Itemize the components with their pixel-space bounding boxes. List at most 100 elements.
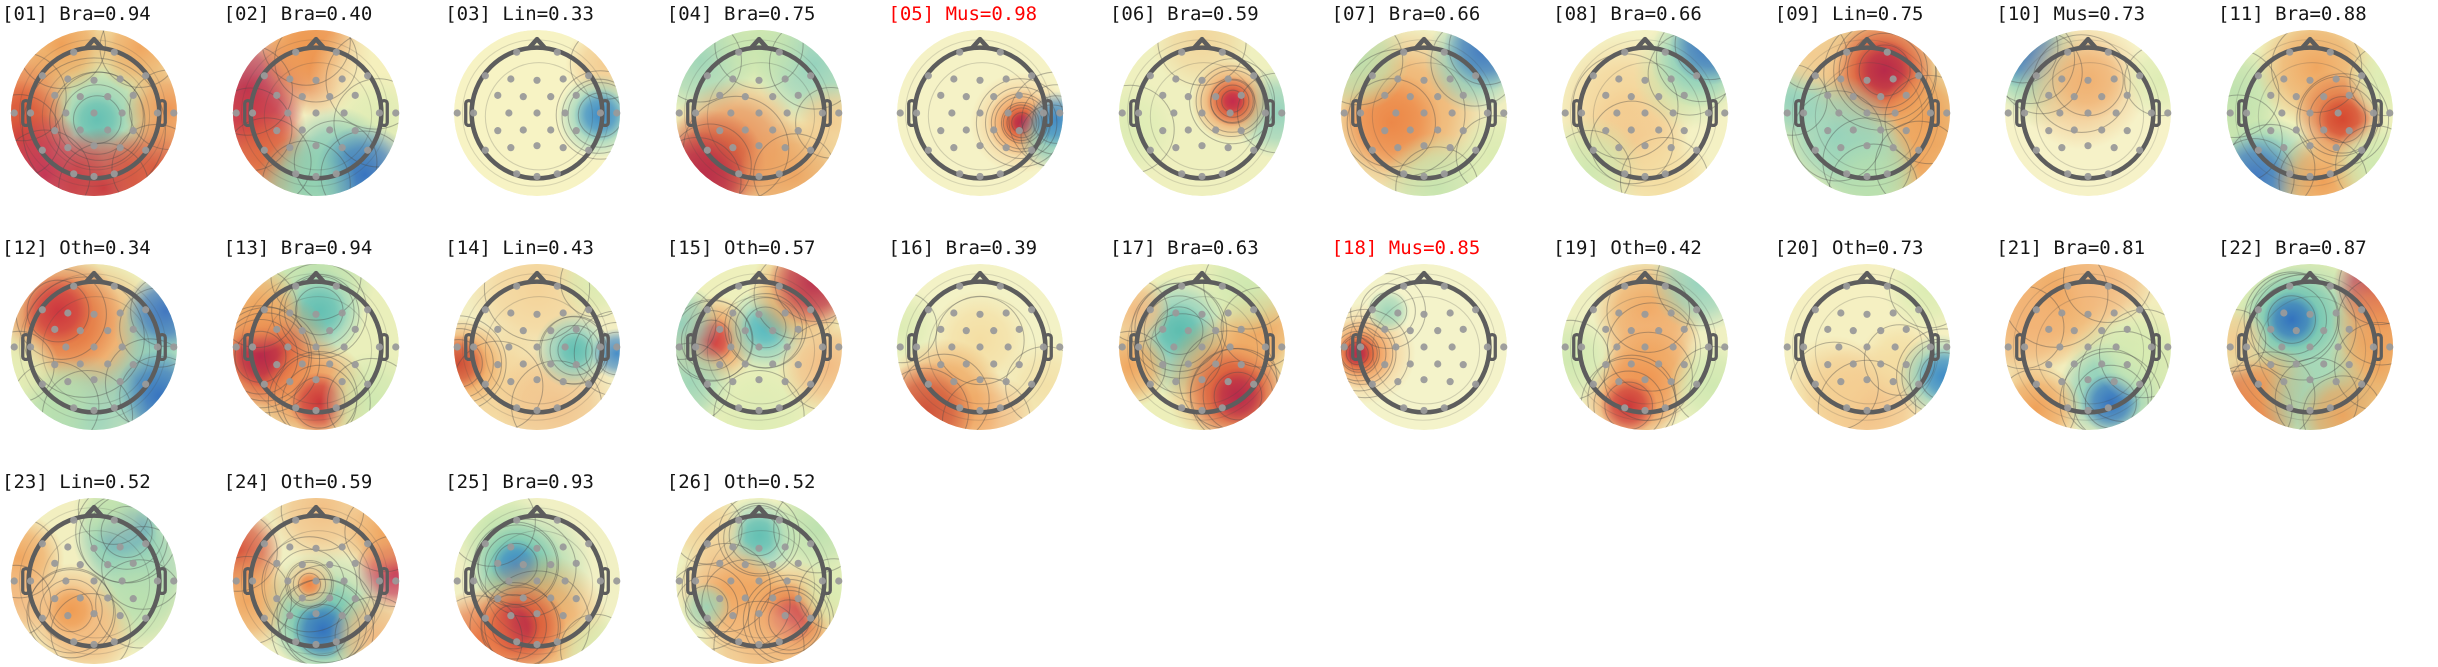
topomap-cell: [03] Lin=0.33 xyxy=(443,2,665,198)
electrode-dots xyxy=(1340,48,1507,181)
topomap-row: [01] Bra=0.94 [02] Bra=0.40 [03] Lin=0.3… xyxy=(0,2,2438,198)
topomap-title: [10] Mus=0.73 xyxy=(1996,3,2146,25)
topomap-plot xyxy=(1340,29,1507,197)
electrode-dots xyxy=(232,282,399,415)
topomap-plot xyxy=(10,29,178,197)
topomap-cell: [16] Bra=0.39 xyxy=(886,236,1108,432)
nose-marker xyxy=(2078,270,2099,285)
nose-marker xyxy=(1856,270,1877,285)
electrode-dots xyxy=(1783,282,1951,415)
topomap-plot xyxy=(2004,263,2172,431)
topomap-plot xyxy=(1118,263,1286,431)
topomap-plot xyxy=(675,29,843,197)
topomap-title: [26] Oth=0.52 xyxy=(666,471,816,493)
electrode-dots xyxy=(232,48,399,181)
electrode-dots xyxy=(897,48,1064,181)
topomap-plot xyxy=(232,263,399,431)
topomap-cell: [23] Lin=0.52 xyxy=(0,470,222,666)
topomap-title: [25] Bra=0.93 xyxy=(445,471,594,493)
electrode-dots xyxy=(453,516,621,649)
topomap-cell: [25] Bra=0.93 xyxy=(443,470,665,666)
topomap-plot xyxy=(1118,29,1286,197)
topomap-title: [07] Bra=0.66 xyxy=(1331,3,1481,25)
topomap-plot xyxy=(453,29,621,197)
topomap-title: [19] Oth=0.42 xyxy=(1553,237,1702,259)
topomap-title: [13] Bra=0.94 xyxy=(223,237,373,259)
topomap-plot xyxy=(232,497,399,665)
topomap-title: [14] Lin=0.43 xyxy=(445,237,594,259)
topomap-plot xyxy=(1561,29,1729,197)
topomap-cell: [09] Lin=0.75 xyxy=(1773,2,1995,198)
topomap-cell: [14] Lin=0.43 xyxy=(443,236,665,432)
nose-marker xyxy=(748,270,769,285)
topomap-title: [09] Lin=0.75 xyxy=(1774,3,1924,25)
nose-marker xyxy=(83,270,105,285)
nose-marker xyxy=(748,36,769,51)
topomap-cell: [05] Mus=0.98 xyxy=(886,2,1108,198)
electrode-dots xyxy=(453,48,621,181)
topomap-plot xyxy=(2226,29,2394,197)
topomap-cell: [26] Oth=0.52 xyxy=(665,470,887,666)
topomap-cell: [11] Bra=0.88 xyxy=(2216,2,2438,198)
electrode-dots xyxy=(10,282,178,415)
topomap-plot xyxy=(10,263,178,431)
nose-marker xyxy=(1634,270,1656,285)
topomap-title: [11] Bra=0.88 xyxy=(2217,3,2367,25)
topomap-field xyxy=(1562,263,1729,431)
topomap-title: [21] Bra=0.81 xyxy=(1996,237,2146,259)
topomap-plot xyxy=(1783,29,1951,197)
topomap-field xyxy=(2005,263,2172,431)
topomap-cell: [19] Oth=0.42 xyxy=(1551,236,1773,432)
topomap-title: [01] Bra=0.94 xyxy=(2,3,151,25)
topomap-title: [17] Bra=0.63 xyxy=(1109,237,1259,259)
topomap-plot xyxy=(1561,263,1729,431)
nose-marker xyxy=(1191,270,1213,285)
topomap-cell: [13] Bra=0.94 xyxy=(222,236,444,432)
topomap-field xyxy=(1340,263,1507,431)
topomap-title: [16] Bra=0.39 xyxy=(888,237,1038,259)
topomap-plot xyxy=(1783,263,1951,431)
topomap-plot xyxy=(453,497,621,665)
topomap-plot xyxy=(453,263,621,431)
topomap-cell: [06] Bra=0.59 xyxy=(1108,2,1330,198)
topomap-cell: [02] Bra=0.40 xyxy=(222,2,444,198)
topomap-plot xyxy=(675,263,843,431)
topomap-title: [08] Bra=0.66 xyxy=(1553,3,1702,25)
topomap-plot xyxy=(675,497,843,665)
nose-marker xyxy=(1413,270,1434,285)
topomap-cell: [20] Oth=0.73 xyxy=(1773,236,1995,432)
topomap-plot xyxy=(1340,263,1507,431)
topomap-cell: [08] Bra=0.66 xyxy=(1551,2,1773,198)
topomap-title: [23] Lin=0.52 xyxy=(2,471,151,493)
topomap-cell: [01] Bra=0.94 xyxy=(0,2,222,198)
nose-marker xyxy=(2299,270,2321,285)
nose-marker xyxy=(526,36,548,51)
topomap-title: [20] Oth=0.73 xyxy=(1774,237,1924,259)
nose-marker xyxy=(1191,36,1213,51)
topomap-plot xyxy=(10,497,178,665)
nose-marker xyxy=(1634,36,1656,51)
topomap-title: [22] Bra=0.87 xyxy=(2217,237,2367,259)
topomap-title: [06] Bra=0.59 xyxy=(1109,3,1259,25)
electrode-dots xyxy=(10,516,178,649)
nose-marker xyxy=(970,270,991,285)
electrode-dots xyxy=(675,282,843,415)
nose-marker xyxy=(2078,36,2099,51)
topomap-title: [12] Oth=0.34 xyxy=(2,237,151,259)
topomap-cell: [17] Bra=0.63 xyxy=(1108,236,1330,432)
topomap-row: [23] Lin=0.52 [24] Oth=0.59 [25] Bra=0.9… xyxy=(0,470,2438,666)
topomap-plot xyxy=(2004,29,2172,197)
nose-marker xyxy=(1856,36,1877,51)
topomap-cell: [10] Mus=0.73 xyxy=(1994,2,2216,198)
topomap-title-flagged: [05] Mus=0.98 xyxy=(888,3,1038,25)
electrode-dots xyxy=(2226,48,2394,181)
topomap-plot xyxy=(232,29,399,197)
topomap-cell: [22] Bra=0.87 xyxy=(2216,236,2438,432)
topomap-cell: [07] Bra=0.66 xyxy=(1330,2,1552,198)
topomap-title: [02] Bra=0.40 xyxy=(223,3,373,25)
nose-marker xyxy=(83,504,105,519)
electrode-dots xyxy=(232,516,399,649)
nose-marker xyxy=(305,36,326,51)
nose-marker xyxy=(748,504,769,519)
